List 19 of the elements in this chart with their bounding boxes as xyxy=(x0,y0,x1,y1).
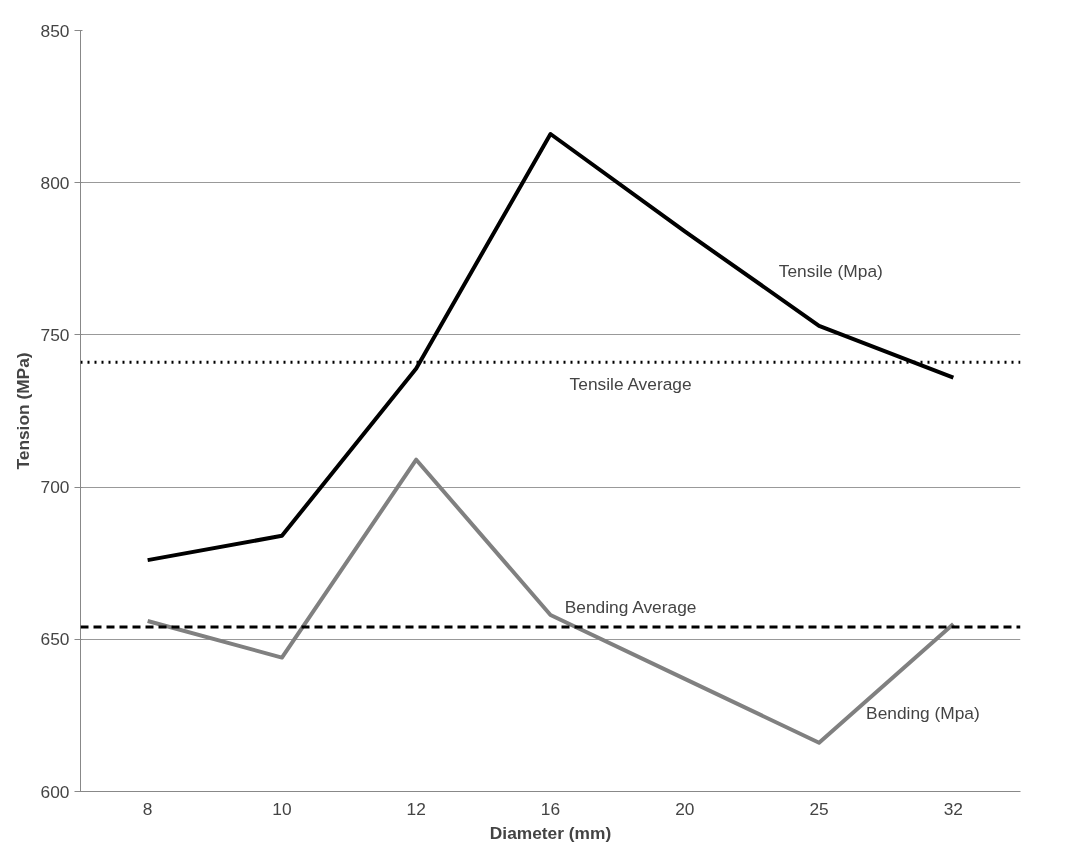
y-tick-label: 700 xyxy=(40,477,70,498)
series-label: Tensile (Mpa) xyxy=(778,260,883,281)
y-tick-label: 600 xyxy=(40,781,70,802)
x-tick-label: 8 xyxy=(142,798,153,819)
x-tick-label: 10 xyxy=(272,798,292,819)
y-tick-label: 850 xyxy=(40,20,70,41)
y-tick-label: 750 xyxy=(40,324,70,345)
y-tick-label: 650 xyxy=(40,629,70,650)
x-tick-label: 12 xyxy=(406,798,426,819)
x-tick-label: 16 xyxy=(540,798,561,819)
x-tick-label: 32 xyxy=(943,798,963,819)
x-axis-title: Diameter (mm) xyxy=(489,822,612,843)
y-axis-title: Tension (MPa) xyxy=(12,352,33,470)
x-tick-label: 25 xyxy=(809,798,829,819)
series-label: Bending (Mpa) xyxy=(866,702,980,723)
x-tick-label: 20 xyxy=(675,798,695,819)
y-tick-label: 800 xyxy=(40,172,70,193)
ref-line-label: Bending Average xyxy=(564,597,697,618)
ref-line-label: Tensile Average xyxy=(569,374,692,395)
